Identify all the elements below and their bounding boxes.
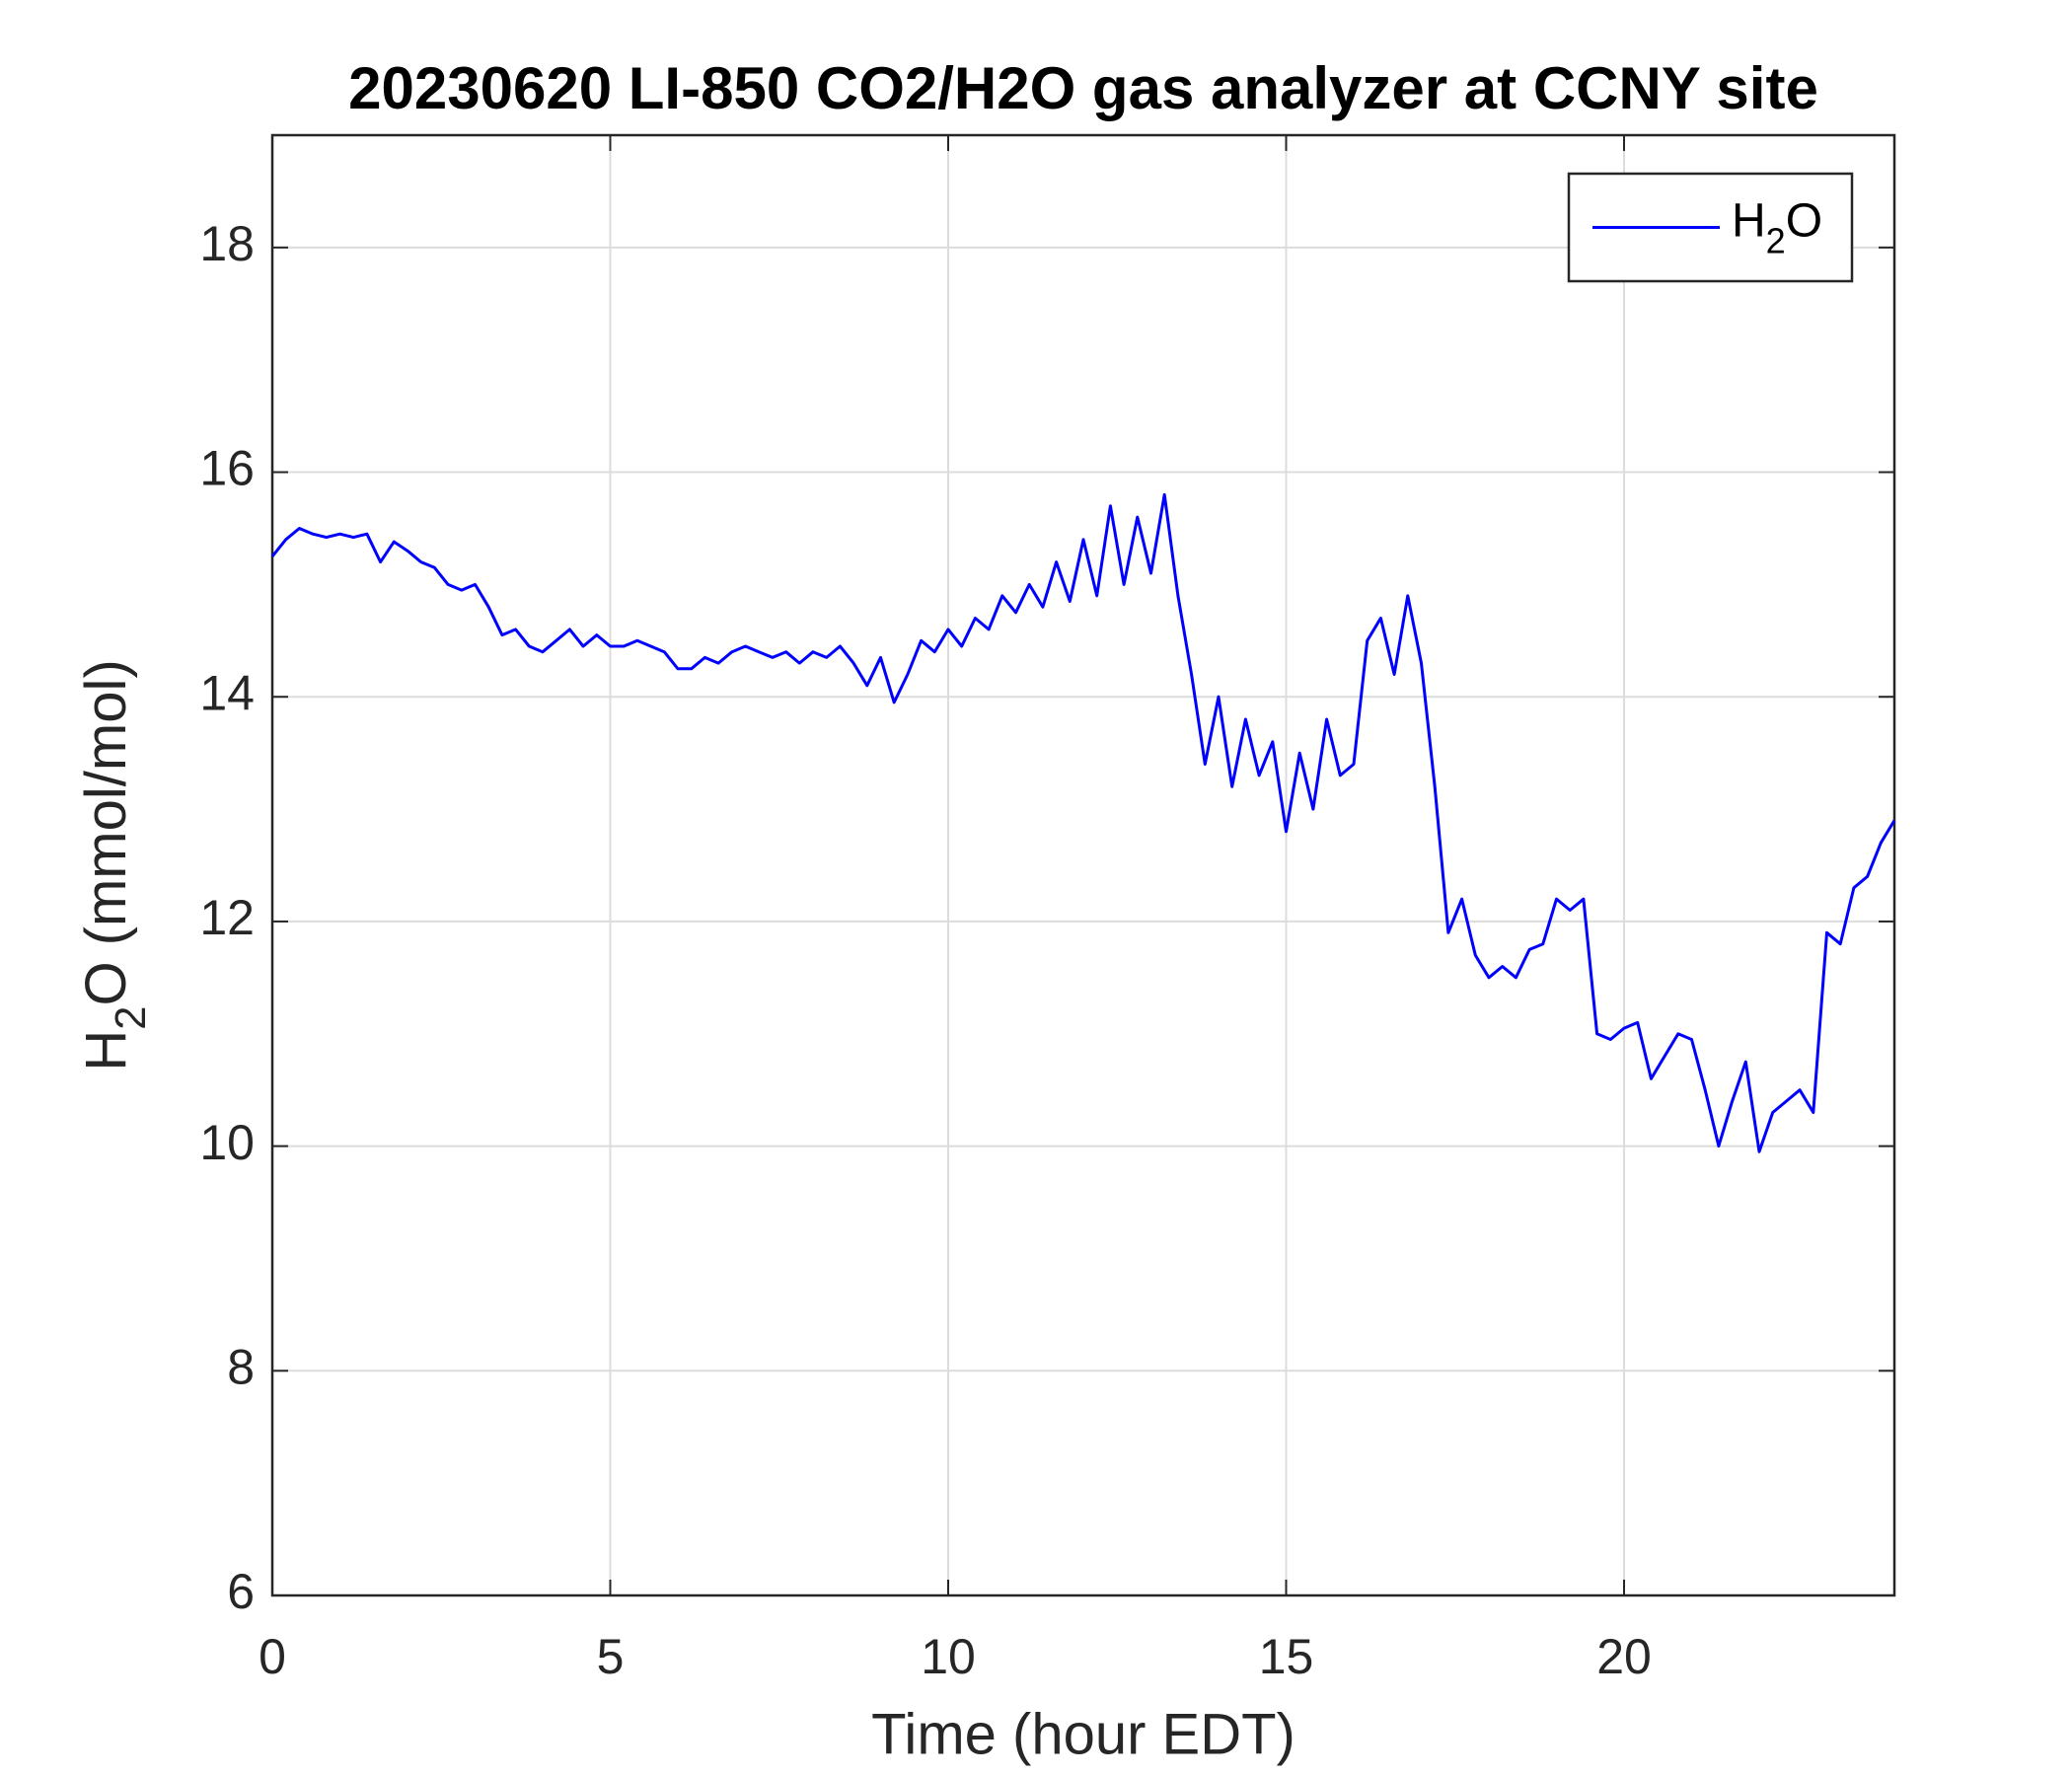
y-tick-label: 6 (227, 1564, 255, 1619)
y-tick-label: 16 (199, 441, 255, 496)
y-tick-label: 10 (199, 1115, 255, 1170)
legend-label: H2O (1732, 194, 1822, 260)
data-line (270, 492, 1896, 1153)
x-tick-label: 20 (1596, 1629, 1652, 1684)
y-tick-label: 12 (199, 890, 255, 945)
x-tick-label: 5 (597, 1629, 625, 1684)
y-tick-label: 8 (227, 1340, 255, 1395)
y-axis-label: H2O (mmol/mol) (74, 659, 155, 1071)
x-tick-label: 15 (1259, 1629, 1314, 1684)
plot-frame (270, 133, 1896, 1597)
x-tick-label: 0 (259, 1629, 286, 1684)
y-tick-label: 18 (199, 216, 255, 271)
x-axis-label: Time (hour EDT) (871, 1702, 1295, 1766)
x-tick-label: 10 (921, 1629, 976, 1684)
y-tick-label: 14 (199, 665, 255, 720)
chart-title: 20230620 LI-850 CO2/H2O gas analyzer at … (348, 55, 1818, 121)
